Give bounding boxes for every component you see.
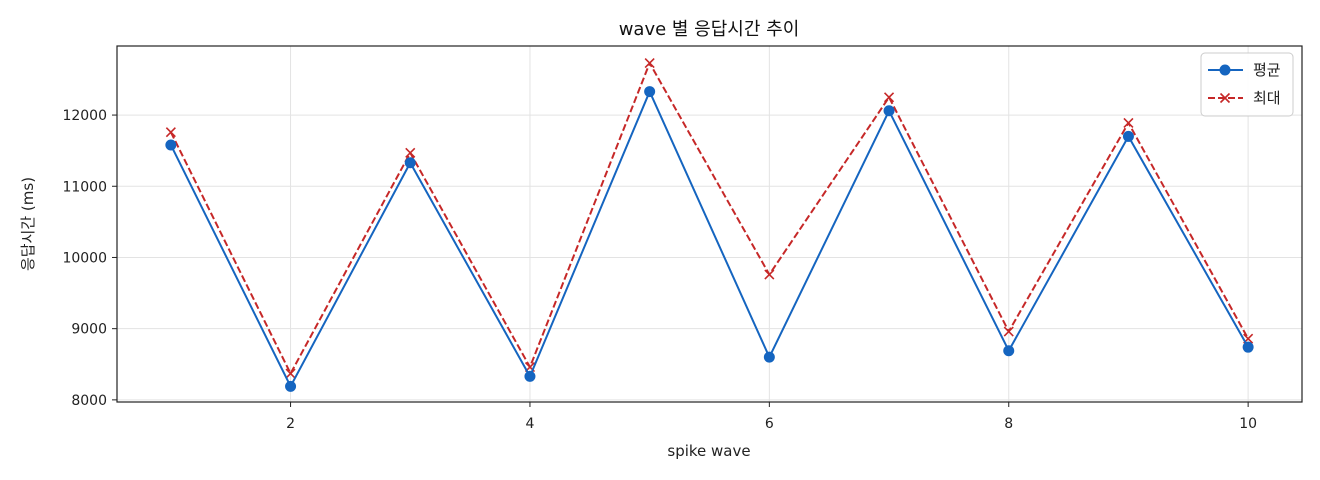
series-1-point	[1242, 341, 1254, 353]
series-2-point	[1123, 117, 1134, 128]
x-tick-label: 6	[765, 416, 774, 432]
series-1-point	[165, 139, 177, 151]
y-tick-label: 11000	[62, 179, 107, 195]
series-2-point	[764, 269, 775, 280]
series-1-point	[1122, 130, 1134, 142]
series-1-point	[524, 370, 536, 382]
legend-label: 최대	[1253, 89, 1281, 107]
series-2-point	[883, 92, 895, 103]
x-tick-label: 2	[286, 416, 295, 432]
series-1-line	[169, 90, 1250, 388]
legend-swatch-marker	[1219, 92, 1231, 104]
series-layer	[165, 58, 1254, 392]
series-2-point	[285, 368, 296, 379]
legend-swatch-marker	[1219, 64, 1231, 76]
series-1-point	[644, 86, 656, 98]
legend-entry: 최대	[1208, 89, 1281, 107]
series-1-point	[883, 105, 895, 117]
series-2	[165, 58, 1254, 379]
series-2-point	[165, 127, 176, 138]
x-tick-label: 4	[525, 416, 534, 432]
y-axis-label: 응답시간 (ms)	[19, 177, 37, 271]
x-axis-label: spike wave	[667, 442, 750, 460]
series-1-point	[763, 351, 775, 363]
y-tick-label: 8000	[71, 393, 107, 409]
series-2-point	[405, 147, 416, 158]
series-1-point	[1003, 345, 1015, 357]
x-tick-label: 8	[1004, 416, 1013, 432]
series-2-point	[644, 58, 655, 69]
y-tick-label: 12000	[62, 108, 107, 124]
x-axis: 2 4 6 8 10	[286, 402, 1257, 432]
chart-title: wave 별 응답시간 추이	[619, 19, 800, 40]
series-1-point	[404, 157, 416, 169]
y-tick-label: 9000	[71, 322, 107, 338]
legend-entry: 평균	[1208, 61, 1281, 79]
y-axis: 8000 9000 10000 11000 12000	[62, 108, 117, 409]
x-tick-label: 10	[1239, 416, 1257, 432]
y-tick-label: 10000	[62, 250, 107, 266]
plot-frame	[116, 45, 1303, 403]
legend-label: 평균	[1253, 61, 1281, 79]
series-1	[165, 86, 1254, 392]
series-2-point	[1003, 326, 1014, 337]
series-1-point	[285, 380, 297, 392]
series-2-line	[169, 62, 1250, 375]
